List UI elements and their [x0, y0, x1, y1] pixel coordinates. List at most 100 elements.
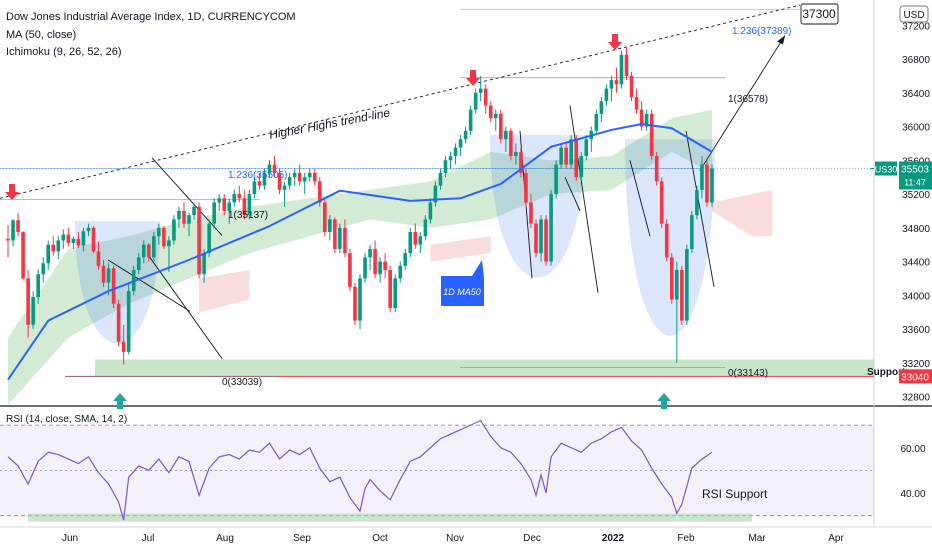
candle-body [423, 219, 428, 237]
candle-body [172, 219, 176, 241]
candle [91, 226, 96, 254]
candle-body [418, 236, 423, 245]
candle [212, 198, 216, 228]
candle-body [624, 54, 629, 76]
candle-body [659, 181, 664, 224]
candle [41, 257, 45, 283]
ichimoku-clouds [8, 109, 773, 405]
candle-body [292, 172, 297, 178]
candle-body [554, 164, 558, 195]
arrow-markers [5, 34, 671, 409]
candle-body [559, 147, 563, 165]
candle [559, 143, 563, 169]
candle-body [96, 251, 101, 266]
candle [700, 156, 704, 199]
candle [16, 212, 20, 237]
rsi-tick-label: 40.00 [900, 489, 925, 500]
candle [162, 226, 166, 249]
candle [428, 198, 433, 224]
candle [629, 71, 634, 102]
candle-body [544, 219, 548, 262]
candle-body [207, 223, 211, 254]
candle [418, 232, 423, 254]
candle-body [569, 139, 573, 165]
candle-body [373, 248, 377, 275]
target-label: 37300 [802, 7, 836, 21]
candle [31, 291, 35, 330]
candle [147, 243, 151, 262]
candle [307, 168, 312, 182]
channel-line-2 [107, 259, 191, 312]
candle [232, 189, 237, 207]
candles [6, 46, 714, 365]
candle [493, 109, 498, 131]
candle-body [408, 232, 413, 254]
candle [187, 212, 191, 237]
candle [121, 324, 126, 365]
candle [71, 236, 76, 249]
candle [695, 185, 699, 220]
candle-body [71, 238, 76, 243]
candle [594, 109, 599, 135]
higher-highs-trendline [0, 4, 801, 199]
candle [177, 206, 181, 228]
ichimoku-cloud-bearish-1 [430, 236, 491, 262]
candle-body [86, 227, 91, 232]
ma50-line [7, 123, 713, 381]
candle-body [428, 202, 433, 220]
time-axis-label: Jun [62, 533, 78, 544]
candle [86, 223, 91, 237]
candle [272, 156, 277, 178]
support-label: Support [867, 367, 906, 378]
down-arrow-3 [608, 34, 622, 50]
candle-body [41, 263, 45, 275]
fib-label-0: 1.236(35505) [228, 170, 288, 181]
candle-body [413, 232, 418, 245]
grid [0, 0, 932, 528]
candle [609, 75, 614, 102]
time-axis-label: Mar [748, 533, 766, 544]
time-axis-label: Oct [372, 533, 388, 544]
candle-body [36, 274, 40, 297]
candle-body [473, 92, 478, 110]
fib-label-1: 1(35137) [228, 210, 268, 221]
candle [136, 253, 141, 275]
up-arrow-1 [113, 393, 127, 409]
candle-body [529, 202, 533, 224]
candle [21, 231, 25, 281]
candle [157, 223, 161, 245]
candle-body [111, 268, 116, 304]
candle [292, 168, 297, 186]
candle-body [338, 227, 342, 249]
candle [237, 185, 242, 203]
candle-body [192, 206, 196, 216]
currency-badge[interactable] [899, 5, 929, 23]
candle-body [639, 109, 644, 127]
candle [348, 248, 352, 292]
candle-body [619, 54, 624, 85]
ma-label: 1D MA50 [443, 287, 481, 297]
candle [579, 151, 584, 182]
candle-body [363, 257, 367, 279]
candle [46, 240, 51, 270]
candle [604, 84, 609, 106]
support-price-badge [899, 369, 932, 384]
last-price-badge [899, 161, 932, 190]
candle-body [644, 113, 649, 127]
channel-line-6 [685, 130, 715, 287]
candle-body [81, 231, 86, 246]
candle [247, 189, 252, 220]
candle [473, 88, 478, 114]
candle [172, 215, 176, 245]
fib-label-5: 0(33143) [728, 368, 768, 379]
candle-body [458, 139, 463, 148]
candle-body [262, 172, 267, 186]
candle [438, 168, 443, 190]
candle-body [493, 113, 498, 119]
time-axis-label: 2022 [602, 533, 625, 544]
last-price-label: 35503 [901, 164, 929, 175]
candle [126, 282, 131, 355]
candle [483, 84, 488, 114]
candle [222, 194, 227, 216]
candle-body [31, 297, 35, 325]
